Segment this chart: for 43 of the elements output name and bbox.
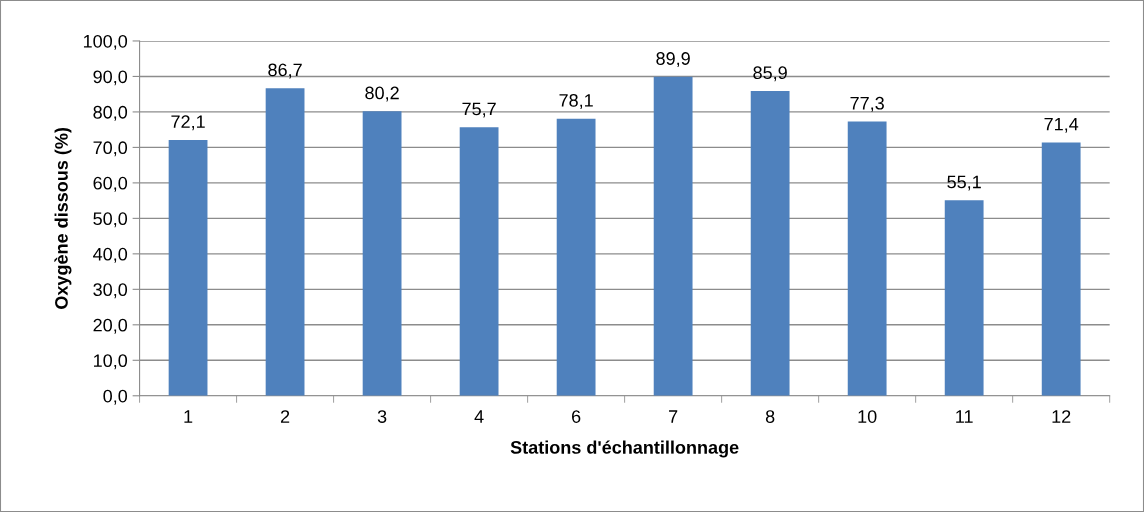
x-axis-title: Stations d'échantillonnage (510, 440, 739, 458)
data-label: 89,9 (656, 52, 690, 68)
bar (168, 139, 208, 396)
x-tick-label: 10 (858, 410, 877, 423)
bar (265, 88, 305, 396)
data-label: 75,7 (462, 102, 496, 118)
y-tick-label: 40,0 (93, 247, 128, 263)
y-axis-title: Oxygène dissous (%) (54, 127, 72, 309)
data-label: 78,1 (559, 93, 593, 109)
y-tick-label: 10,0 (94, 354, 128, 370)
data-label: 80,2 (365, 86, 399, 102)
bar (750, 90, 790, 396)
y-tick-label: 80,0 (93, 105, 128, 121)
bar (847, 121, 887, 396)
data-label: 77,3 (850, 96, 884, 112)
y-tick-label: 50,0 (93, 212, 128, 228)
data-label: 71,4 (1044, 117, 1079, 133)
x-tick-label: 7 (669, 410, 678, 423)
x-tick-label: 4 (474, 410, 484, 423)
data-label: 72,1 (171, 115, 205, 131)
y-tick-label: 60,0 (93, 176, 128, 192)
bar (556, 118, 596, 396)
x-tick-label: 8 (765, 410, 775, 423)
data-label: 86,7 (268, 63, 302, 79)
bar (653, 76, 693, 396)
y-tick-label: 90,0 (93, 70, 128, 86)
x-tick-label: 1 (184, 410, 193, 423)
y-tick-label: 70,0 (93, 141, 128, 157)
bar (459, 127, 499, 396)
x-tick-label: 6 (572, 410, 581, 423)
y-tick-label: 20,0 (93, 318, 128, 334)
y-tick-label: 0,0 (103, 389, 128, 405)
x-tick-label: 12 (1052, 410, 1071, 423)
data-label: 55,1 (947, 175, 981, 191)
data-label: 85,9 (753, 66, 787, 82)
y-tick-label: 100,0 (83, 34, 128, 50)
x-tick-label: 3 (377, 410, 387, 423)
bar (1041, 142, 1081, 396)
bar (362, 111, 402, 396)
y-tick-label: 30,0 (93, 283, 128, 299)
x-tick-label: 11 (956, 410, 973, 423)
x-tick-label: 2 (280, 410, 290, 423)
bar (944, 200, 984, 396)
